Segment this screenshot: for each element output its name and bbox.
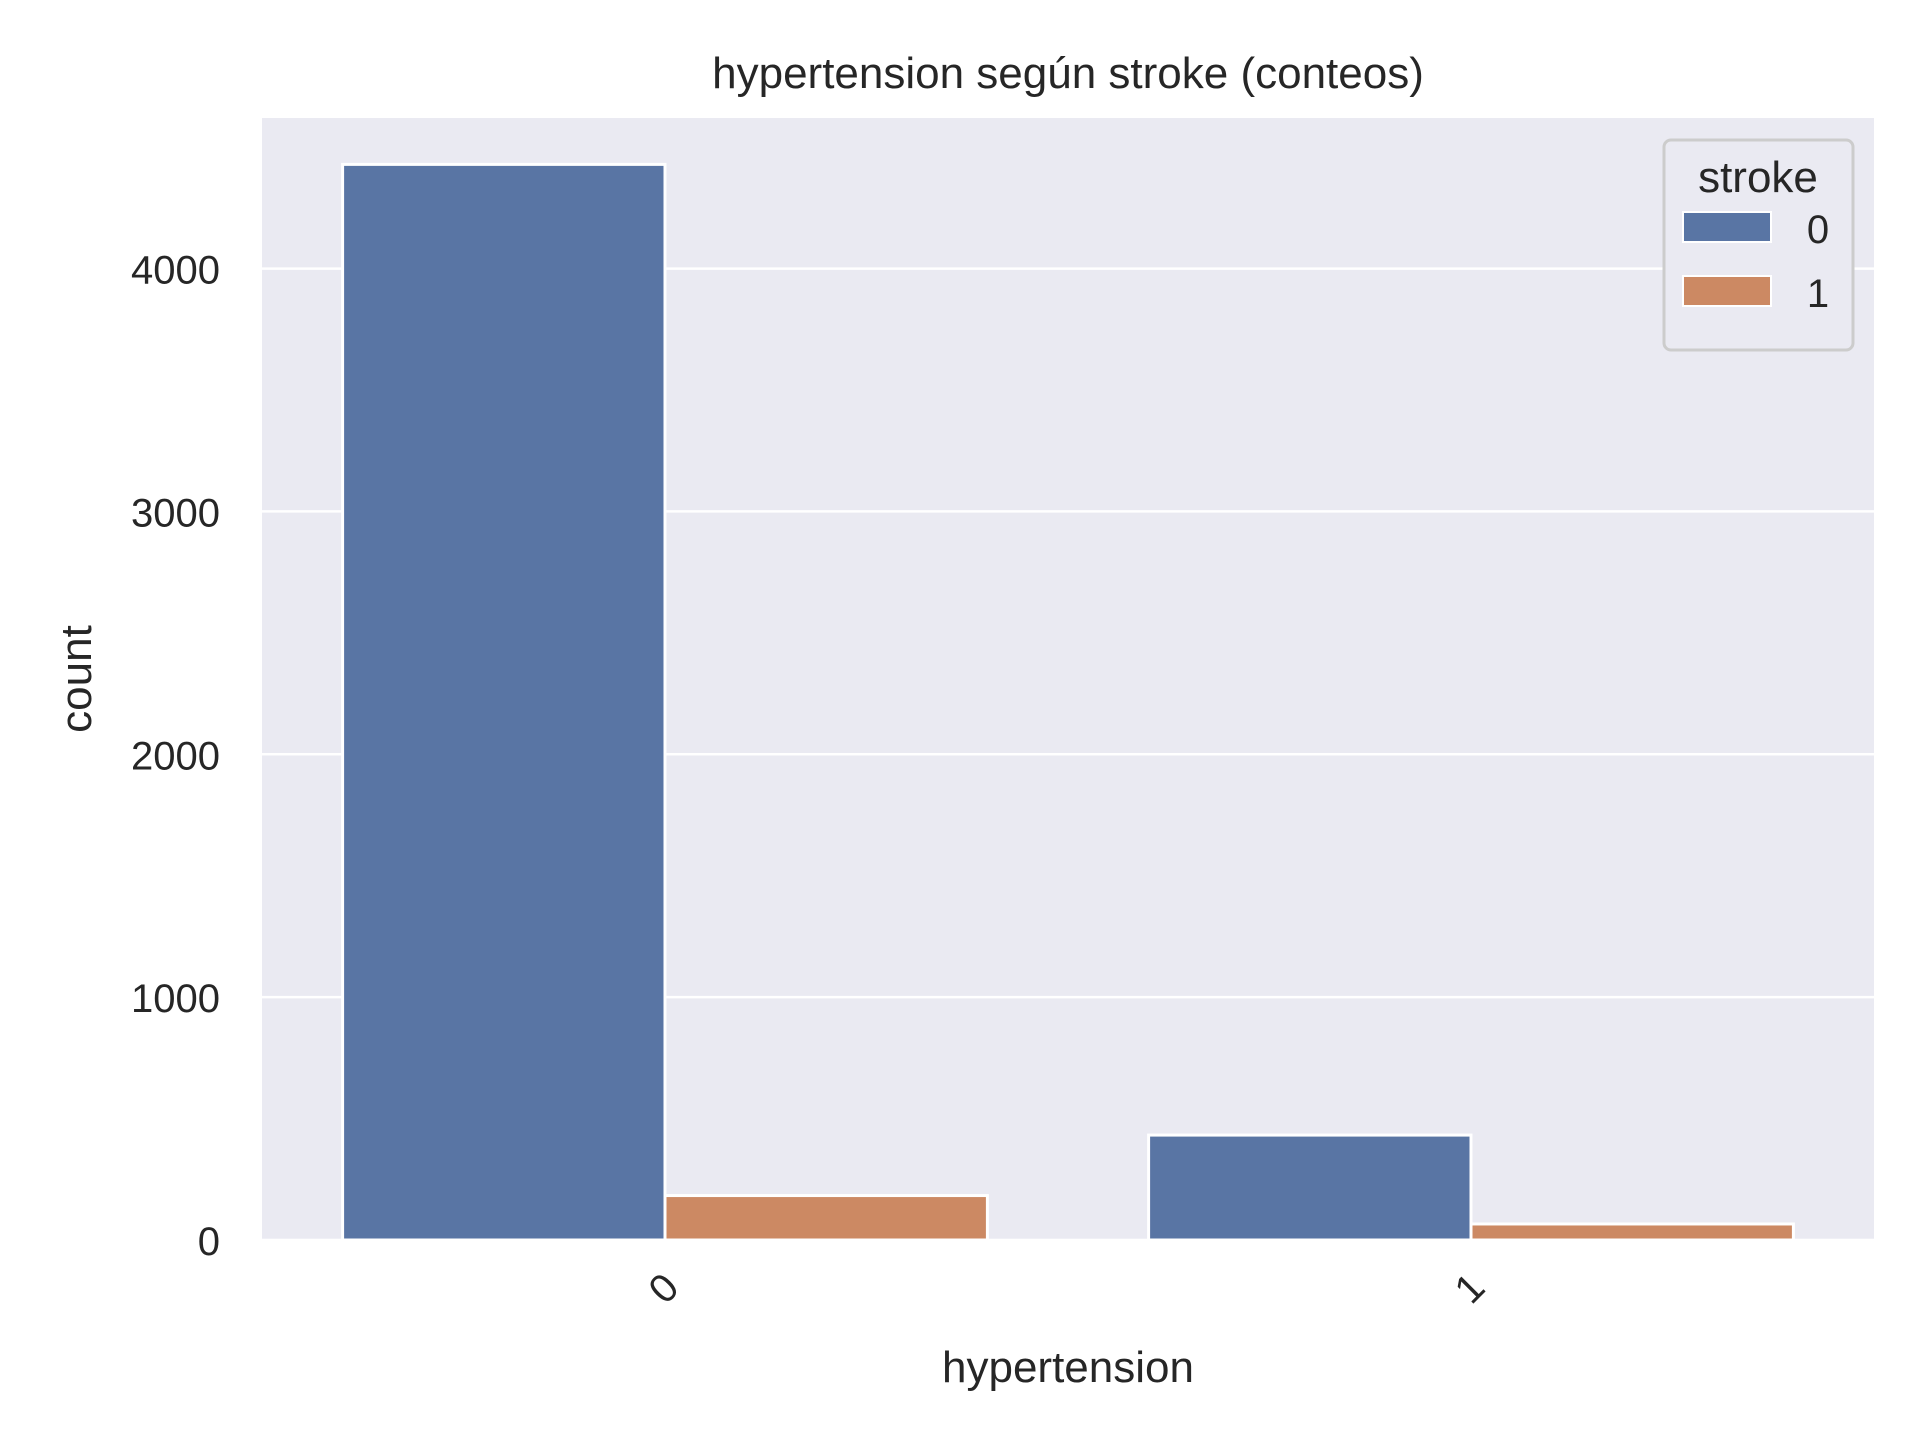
bar-0-stroke-1 bbox=[663, 1194, 989, 1242]
y-axis-label: count bbox=[52, 625, 101, 733]
y-tick-label: 3000 bbox=[131, 491, 220, 535]
y-tick-labels: 0 1000 2000 3000 4000 bbox=[131, 249, 220, 1264]
bar-0-stroke-0 bbox=[341, 162, 667, 1242]
legend: stroke 01 bbox=[1662, 138, 1855, 352]
y-tick-label: 1000 bbox=[131, 977, 220, 1021]
bar-1-stroke-1 bbox=[1469, 1222, 1795, 1242]
legend-title: stroke bbox=[1698, 153, 1818, 202]
x-tick-label: 1 bbox=[1447, 1265, 1494, 1312]
legend-swatch bbox=[1682, 211, 1772, 243]
legend-label: 1 bbox=[1807, 272, 1829, 316]
legend-label: 0 bbox=[1807, 208, 1829, 252]
bar-1-stroke-0 bbox=[1147, 1133, 1473, 1242]
y-tick-label: 2000 bbox=[131, 734, 220, 778]
legend-items: 01 bbox=[1682, 208, 1829, 316]
y-tick-label: 4000 bbox=[131, 249, 220, 293]
chart-title: hypertension según stroke (conteos) bbox=[712, 49, 1424, 98]
x-tick-label: 0 bbox=[641, 1265, 688, 1312]
legend-swatch bbox=[1682, 275, 1772, 307]
x-axis-label: hypertension bbox=[942, 1343, 1194, 1392]
bars bbox=[341, 162, 1795, 1242]
y-tick-label: 0 bbox=[198, 1220, 220, 1264]
